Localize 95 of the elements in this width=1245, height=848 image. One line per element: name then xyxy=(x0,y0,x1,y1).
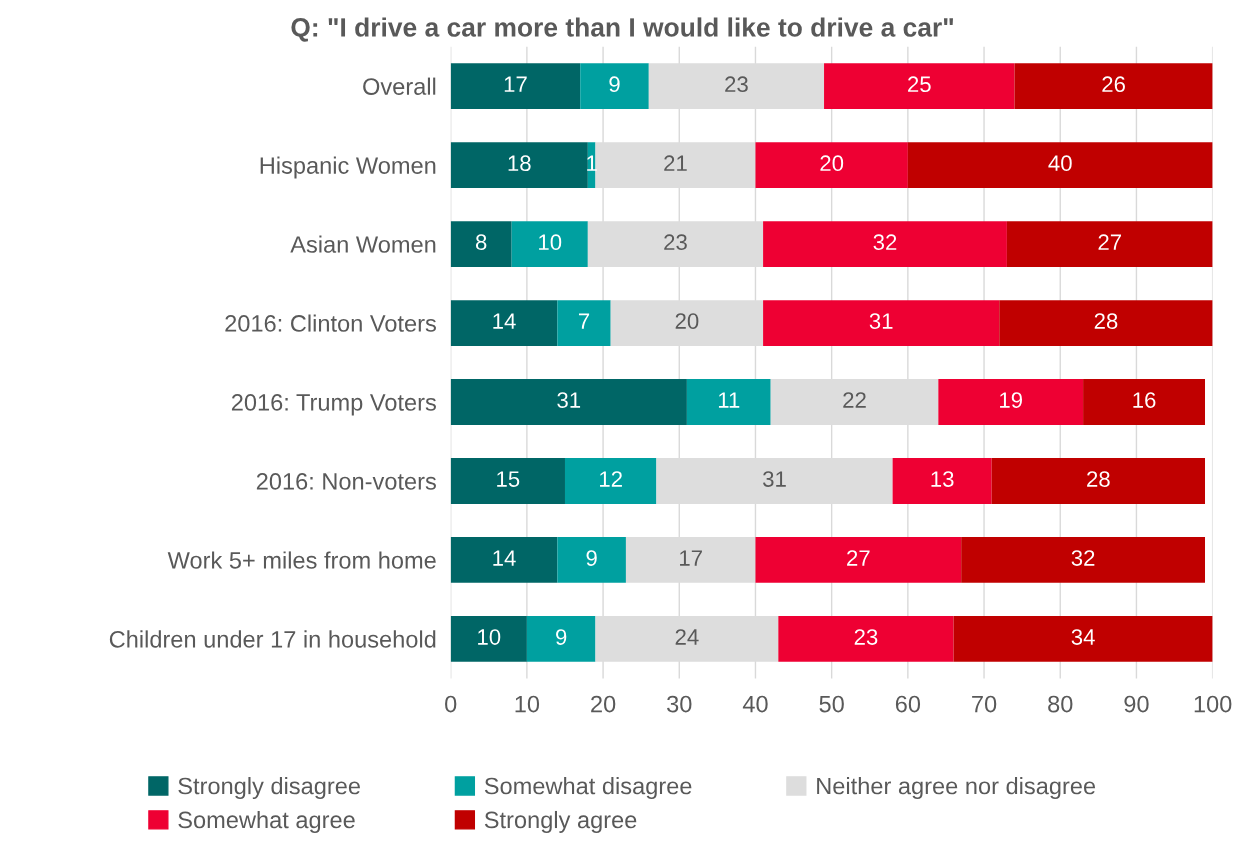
data-label: 20 xyxy=(675,313,699,329)
data-label: 9 xyxy=(609,76,620,93)
bar xyxy=(580,63,649,110)
x-tick-label: 0 xyxy=(445,695,457,713)
x-tick-label: 100 xyxy=(1194,695,1232,713)
bar xyxy=(557,300,611,346)
legend-label: Strongly agree xyxy=(484,810,637,833)
bar xyxy=(892,458,992,504)
bar xyxy=(763,300,1000,346)
data-label: 19 xyxy=(1000,392,1023,408)
data-label: 9 xyxy=(586,550,597,566)
bar xyxy=(564,458,657,504)
data-label: 31 xyxy=(869,313,893,329)
x-tick-label: 20 xyxy=(591,695,616,713)
legend-label: Strongly disagree xyxy=(178,777,360,800)
bar xyxy=(557,537,626,583)
data-label: 12 xyxy=(600,471,622,487)
data-label: 28 xyxy=(1094,313,1118,329)
y-tick-label: 2016: Non-voters xyxy=(256,473,436,490)
bar xyxy=(755,142,908,188)
bar xyxy=(824,63,1015,110)
bar xyxy=(686,379,771,425)
data-label: 17 xyxy=(680,550,702,566)
y-tick-label: Work 5+ miles from home xyxy=(167,551,436,569)
x-tick-label: 90 xyxy=(1124,695,1149,713)
data-label: 40 xyxy=(1048,155,1072,172)
data-label: 8 xyxy=(475,234,487,251)
chart-title: Q: "I drive a car more than I would like to drive a car" xyxy=(291,17,953,42)
bar xyxy=(991,458,1206,504)
y-tick-label: Hispanic Women xyxy=(260,156,436,179)
bar xyxy=(953,616,1213,662)
bar xyxy=(450,458,565,504)
data-label: 34 xyxy=(1071,629,1095,645)
bar xyxy=(938,379,1084,425)
data-label: 31 xyxy=(557,392,581,408)
data-label: 27 xyxy=(1098,234,1122,250)
data-label: 14 xyxy=(493,550,516,566)
bar xyxy=(450,300,558,346)
y-tick-label: Asian Women xyxy=(290,235,436,253)
data-label: 11 xyxy=(718,392,740,408)
data-label: 23 xyxy=(664,234,687,251)
bar xyxy=(907,142,1213,188)
data-label: 23 xyxy=(854,629,878,645)
bar xyxy=(763,221,1007,267)
data-label: 18 xyxy=(508,155,531,172)
x-tick-label: 40 xyxy=(742,695,768,713)
data-label: 15 xyxy=(497,471,520,487)
x-tick-label: 70 xyxy=(972,695,997,713)
bar xyxy=(755,537,962,583)
y-tick-label: 2016: Trump Voters xyxy=(231,394,436,416)
data-label: 23 xyxy=(725,76,748,93)
data-label: 31 xyxy=(763,471,786,487)
bar xyxy=(450,616,527,662)
x-tick-label: 60 xyxy=(895,695,921,713)
data-label: 13 xyxy=(931,471,954,487)
bar xyxy=(511,221,588,267)
bar xyxy=(450,537,558,583)
bar xyxy=(961,537,1206,583)
data-label: 27 xyxy=(847,550,870,566)
data-label: 24 xyxy=(675,629,699,645)
data-label: 26 xyxy=(1102,76,1125,93)
legend-label: Somewhat disagree xyxy=(484,777,692,800)
bar xyxy=(1083,379,1206,425)
bar xyxy=(1014,63,1213,110)
legend-label: Neither agree nor disagree xyxy=(817,777,1096,800)
y-tick-label: Children under 17 in household xyxy=(109,630,436,648)
x-tick-label: 50 xyxy=(819,695,844,713)
data-label: 7 xyxy=(578,313,590,329)
data-label: 9 xyxy=(556,629,567,645)
y-tick-label: 2016: Clinton Voters xyxy=(225,314,436,332)
data-label: 14 xyxy=(493,313,516,329)
y-tick-label: Overall xyxy=(363,77,436,95)
legend-label: Somewhat agree xyxy=(178,810,355,833)
data-label: 20 xyxy=(820,155,844,172)
x-tick-label: 80 xyxy=(1048,695,1073,713)
data-label: 17 xyxy=(504,76,527,92)
data-label: 25 xyxy=(908,76,931,93)
bar xyxy=(450,63,581,110)
x-tick-label: 30 xyxy=(667,695,692,713)
bar xyxy=(778,616,954,662)
data-label: 28 xyxy=(1087,471,1110,487)
data-label: 16 xyxy=(1133,392,1156,408)
bar xyxy=(526,616,596,662)
x-tick-label: 10 xyxy=(515,695,540,713)
bar xyxy=(450,142,588,188)
bar xyxy=(999,300,1213,346)
bar xyxy=(1006,221,1213,267)
data-label: 32 xyxy=(1071,550,1095,566)
data-label: 10 xyxy=(539,234,562,251)
data-label: 22 xyxy=(843,392,866,408)
bar xyxy=(450,221,512,267)
data-label: 10 xyxy=(478,629,501,645)
data-label: 32 xyxy=(873,234,897,251)
bar xyxy=(450,379,687,425)
data-label: 21 xyxy=(664,155,687,171)
